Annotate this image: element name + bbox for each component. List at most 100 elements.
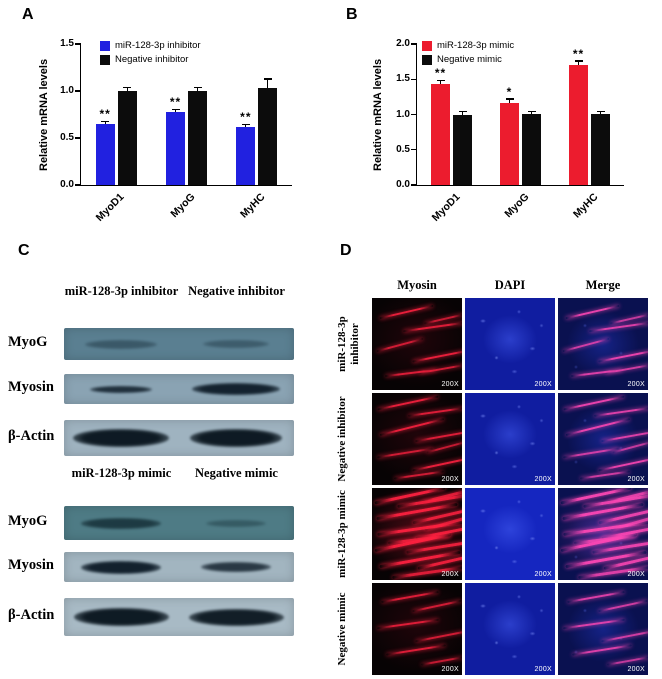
if-row-label: miR-128-3p mimic [336,490,348,578]
fiber-streak [376,395,439,411]
error-bar [530,112,533,114]
error-bar [174,109,177,112]
magnification-label: 200X [441,476,459,483]
error-bar-cap [527,111,536,113]
panel-c-label: C [18,242,30,259]
error-bar-cap [263,78,272,80]
fiber-streak [381,590,439,604]
fiber-streak [415,430,462,443]
fiber-streak [606,656,648,667]
blot-band [188,608,284,626]
fiber-streak [386,644,447,657]
error-bar [577,61,580,66]
fiber-streak [402,321,462,333]
legend-item: miR-128-3p mimic [422,40,514,51]
panel-d-content: Myosin DAPI Merge miR-128-3p inhibitor 200X 2… [330,240,660,678]
blot-band [73,608,169,626]
error-bar-cap [123,86,132,89]
y-tick-mark [411,43,417,45]
panel-b: B Relative mRNA levels 0.0 0.5 1.0 1.5 2.0 **… [336,6,656,234]
magnification-label: 200X [534,381,552,388]
blot-band [85,339,157,349]
if-image-r2-myosin: 200X [372,488,462,580]
legend-swatch [100,54,110,65]
fiber-streak [376,619,439,631]
if-image-r1-dapi: 200X [465,393,555,485]
error-bar [126,88,128,91]
magnification-label: 200X [441,666,459,673]
significance-stars: * [506,84,513,99]
blot-strip [64,374,294,404]
if-image-r3-myosin: 200X [372,583,462,675]
error-bar [245,124,247,127]
error-bar-cap [505,98,514,100]
fiber-streak [563,447,620,459]
blot-band [81,517,161,529]
significance-stars: ** [434,66,447,81]
y-tick-label: 1.5 [60,38,74,49]
panel-a: A Relative mRNA levels 0.0 0.5 1.0 1.5 ** Myo… [8,6,326,234]
x-axis-category-label: MyoG [167,191,197,221]
blot-row-label: β-Actin [8,428,55,444]
blot-column-header: miR-128-3p mimic [71,466,172,480]
fiber-streak [418,363,462,375]
y-tick-label: 1.0 [60,85,74,96]
x-axis-category-label: MyHC [237,191,268,221]
fiber-streak [562,395,625,411]
y-tick-mark [411,113,417,116]
y-tick-label: 1.0 [396,108,410,120]
panel-b-label: B [346,6,358,23]
blot-band [206,519,266,527]
panel-b-legend: miR-128-3p mimic Negative mimic [422,40,514,68]
magnification-label: 200X [534,571,552,578]
fiber-streak [601,430,648,443]
fiber-streak [376,337,424,353]
x-axis-category-label: MyHC [570,191,600,221]
if-image-r0-dapi: 200X [465,298,555,390]
if-image-r3-merge: 200X [558,583,648,675]
magnification-label: 200X [441,571,459,578]
if-image-r1-merge: 200X [558,393,648,485]
y-tick-mark [411,184,417,186]
panel-a-legend: miR-128-3p inhibitor Negative inhibitor [100,40,201,68]
magnification-label: 200X [627,381,645,388]
fiber-streak [411,599,462,613]
significance-stars: ** [99,107,111,122]
if-column-header-dapi: DAPI [494,278,526,292]
fiber-streak [420,656,462,667]
blot-band [90,385,152,393]
if-row-label: Negative mimic [336,592,348,666]
legend-swatch [422,54,432,65]
y-tick-label: 0.5 [60,132,74,143]
blot-column-header: Negative inhibitor [188,284,285,298]
bar-MyHC-treatment [569,65,588,185]
legend-item: Negative inhibitor [100,54,201,65]
y-tick-mark [75,137,81,139]
legend-item: miR-128-3p inhibitor [100,40,201,51]
error-bar-cap [436,80,445,82]
fiber-streak [415,629,462,643]
blot-strip [64,328,294,360]
blot-column-header: Negative mimic [195,466,278,480]
error-bar-cap [171,108,180,110]
blot-strip [64,420,294,456]
x-axis-category-label: MyoD1 [93,191,127,224]
panel-b-bar-chart: 0.0 0.5 1.0 1.5 2.0 ** MyoD1 * MyoG ** MyHC [396,38,624,224]
if-image-r0-merge: 200X [558,298,648,390]
fiber-streak [597,349,648,363]
fiber-streak [562,337,610,353]
if-row-label: Negative inhibitor [336,396,348,482]
error-bar [267,79,269,89]
y-tick-mark [75,184,81,186]
bar-MyoG-treatment [166,111,185,185]
panel-d-immunofluorescence: D Myosin DAPI Merge miR-128-3p inhibitor 200… [330,240,660,678]
bar-MyHC-control [591,113,610,185]
blot-strip [64,506,294,540]
blot-row-label: β-Actin [8,607,55,623]
if-column-header-merge: Merge [585,278,621,292]
bar-MyHC-treatment [236,126,256,185]
if-image-r1-myosin: 200X [372,393,462,485]
error-bar [599,112,602,114]
error-bar-cap [596,111,605,113]
